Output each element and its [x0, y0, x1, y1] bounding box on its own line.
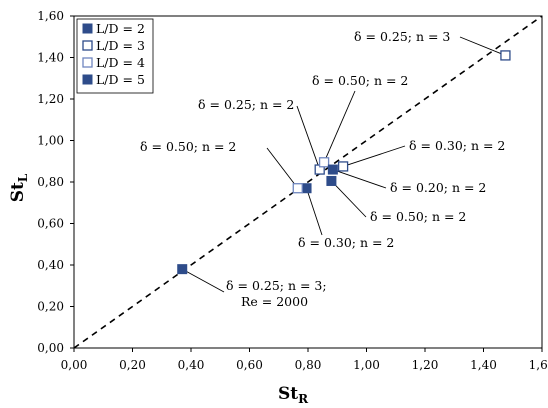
data-point-ld2: [326, 175, 337, 186]
annotation-leader: [323, 90, 356, 163]
x-axis-label: StR: [278, 384, 309, 406]
data-point-ld3: [337, 161, 349, 172]
annotation-leader: [306, 188, 323, 236]
legend-marker: [82, 57, 93, 68]
y-tick-label: 0,20: [37, 300, 64, 314]
identity-line: [73, 15, 543, 349]
x-tick-label: 0,60: [236, 358, 263, 372]
x-tick-label: 1,40: [470, 358, 497, 372]
legend-marker: [82, 40, 93, 51]
y-tick-label: 0,60: [37, 217, 64, 231]
annotation-label: δ = 0.50; n = 2: [140, 139, 236, 154]
legend-marker: [82, 74, 93, 85]
data-points: [177, 50, 511, 275]
y-tick-label: 0,80: [37, 175, 64, 189]
data-point-ld4: [318, 157, 330, 168]
annotation-label: δ = 0.20; n = 2: [390, 180, 486, 195]
data-point-ld3: [500, 50, 511, 61]
x-axis-label-subscript: R: [298, 392, 309, 406]
legend-label: L/D = 4: [96, 55, 145, 70]
annotation-label: δ = 0.25; n = 2: [198, 97, 294, 112]
annotation-leader: [459, 36, 506, 56]
annotation-label: δ = 0.50; n = 2: [312, 73, 408, 88]
annotation-leaders: [182, 36, 506, 293]
annotation-label: δ = 0.25; n = 3; Re = 2000: [226, 278, 327, 309]
y-tick-label: 0,00: [37, 341, 64, 355]
y-tick-label: 1,20: [37, 92, 64, 106]
y-tick-label: 1,40: [37, 51, 64, 65]
legend-marker: [82, 23, 93, 34]
data-point-ld5: [327, 164, 338, 175]
data-point-ld4: [292, 183, 303, 194]
annotation-leader: [266, 147, 299, 189]
x-tick-label: 1,00: [353, 358, 380, 372]
legend: L/D = 2 L/D = 3 L/D = 4 L/D = 5: [76, 18, 154, 94]
reference-line: [73, 15, 543, 349]
data-point-ld5: [177, 264, 188, 275]
y-tick-label: 1,00: [37, 134, 64, 148]
y-axis-label-subscript: L: [16, 173, 30, 182]
annotation-label: δ = 0.25; n = 3: [354, 29, 450, 44]
data-point-ld2: [301, 183, 312, 194]
x-tick-label: 0,80: [295, 358, 322, 372]
annotation-leader: [342, 145, 406, 167]
annotation-leader: [331, 180, 367, 218]
annotations: δ = 0.25; n = 3 δ = 0.50; n = 2 δ = 0.25; …: [140, 29, 505, 309]
annotation-label: δ = 0.30; n = 2: [298, 235, 394, 250]
annotation-label: δ = 0.30; n = 2: [409, 138, 505, 153]
annotation-leader: [296, 105, 321, 170]
x-tick-label: 1,20: [412, 358, 439, 372]
legend-label: L/D = 2: [96, 21, 145, 36]
x-tick-label: 1,60: [529, 358, 548, 372]
tick-labels: 0,00 0,20 0,40 0,60 0,80 1,00 1,20 1,40 1,60 0,00…: [37, 9, 548, 372]
y-tick-label: 1,60: [37, 9, 64, 23]
annotation-leader: [332, 169, 387, 189]
annotation-leader: [182, 268, 225, 293]
annotation-label: δ = 0.50; n = 2: [370, 209, 466, 224]
legend-label: L/D = 5: [96, 72, 145, 87]
x-tick-label: 0,40: [178, 358, 205, 372]
y-tick-label: 0,40: [37, 258, 64, 272]
x-tick-label: 0,20: [119, 358, 146, 372]
y-axis-label: StL: [8, 173, 30, 202]
x-tick-label: 0,00: [61, 358, 88, 372]
legend-label: L/D = 3: [96, 38, 145, 53]
